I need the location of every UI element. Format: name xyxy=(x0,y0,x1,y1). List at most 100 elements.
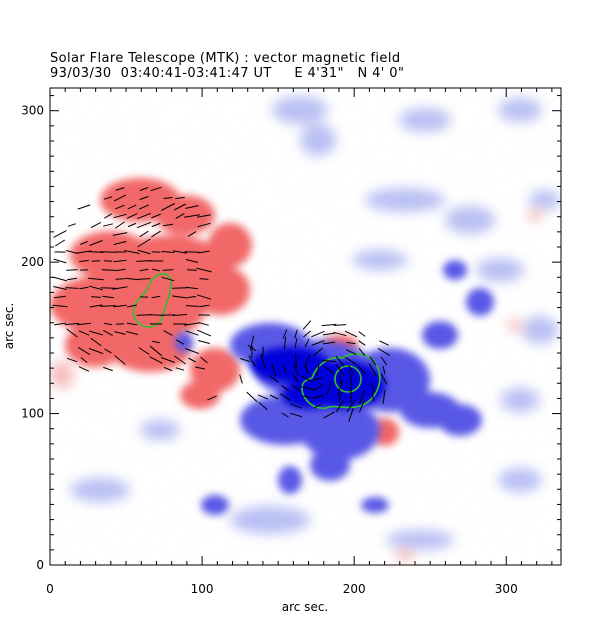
contour-negative-outer xyxy=(301,353,381,409)
field-vector xyxy=(127,222,137,228)
field-vector xyxy=(239,374,243,384)
field-vector xyxy=(66,328,78,338)
field-vector xyxy=(148,314,164,316)
field-vector xyxy=(335,355,345,367)
field-vector xyxy=(103,366,113,372)
field-vector xyxy=(53,286,67,290)
field-vector xyxy=(139,187,149,191)
field-vector xyxy=(196,294,212,300)
field-vector xyxy=(124,250,140,254)
x-tick-label: 0 xyxy=(46,582,54,596)
field-vector xyxy=(89,240,103,246)
field-vector xyxy=(305,365,309,375)
field-vector xyxy=(104,348,112,354)
field-vector xyxy=(185,286,199,290)
field-vector xyxy=(323,411,335,419)
field-vector xyxy=(185,348,199,354)
x-tick-label: 100 xyxy=(191,582,214,596)
field-vector xyxy=(113,304,127,308)
field-vector xyxy=(302,395,312,399)
field-vector xyxy=(199,278,209,280)
field-vector xyxy=(260,353,266,369)
field-vector xyxy=(282,329,288,339)
field-vector xyxy=(80,241,88,245)
field-vector xyxy=(313,347,323,357)
field-vector xyxy=(67,277,77,281)
field-vector xyxy=(79,286,89,290)
field-vector xyxy=(346,400,356,412)
weak-negative-field xyxy=(70,96,561,550)
field-vector xyxy=(90,221,102,229)
field-vector xyxy=(100,305,116,307)
field-vector xyxy=(172,314,188,316)
field-vector xyxy=(52,304,68,308)
field-vector xyxy=(248,355,256,367)
field-vector xyxy=(283,365,287,375)
field-vector xyxy=(151,268,161,272)
field-vector xyxy=(338,374,342,384)
y-tick-label: 200 xyxy=(21,255,44,269)
field-vector xyxy=(115,187,125,191)
field-vector xyxy=(184,214,200,218)
field-vector xyxy=(139,268,149,272)
field-vector xyxy=(175,212,185,220)
field-vector xyxy=(114,355,126,365)
field-vector xyxy=(246,391,258,403)
field-vector xyxy=(358,399,366,413)
plot-frame: 0 100 200 300 0 100 200 300 xyxy=(21,87,562,596)
field-vector xyxy=(161,251,175,253)
field-vector xyxy=(77,204,91,210)
field-vector xyxy=(78,330,90,336)
field-vector xyxy=(114,331,126,335)
field-vector xyxy=(207,395,217,401)
field-vector xyxy=(349,373,353,385)
field-vector xyxy=(271,363,277,377)
field-vector xyxy=(304,338,310,348)
field-vector xyxy=(77,322,91,326)
field-vector xyxy=(187,231,197,237)
field-vector xyxy=(174,203,186,211)
field-vector xyxy=(161,357,175,363)
field-vector xyxy=(294,338,298,348)
field-vector xyxy=(269,394,279,400)
field-vector xyxy=(359,390,365,404)
field-vector xyxy=(333,331,347,337)
field-vector xyxy=(53,258,67,264)
field-vector xyxy=(200,356,208,364)
observation-info: 93/03/30 03:40:41-03:41:47 UT E 4'31" N … xyxy=(50,66,405,81)
field-vector xyxy=(257,394,269,400)
field-vector xyxy=(137,238,151,248)
field-vector xyxy=(149,356,163,364)
field-vector xyxy=(382,390,386,404)
field-vector xyxy=(64,322,80,326)
field-vector xyxy=(127,204,137,210)
field-vector xyxy=(163,197,173,199)
field-vector xyxy=(197,329,211,337)
field-vector xyxy=(150,186,162,192)
field-vector xyxy=(126,213,138,219)
field-vector xyxy=(103,329,113,337)
field-vector xyxy=(198,340,210,344)
field-vector xyxy=(65,287,79,289)
field-vector xyxy=(163,366,173,372)
field-vector xyxy=(151,230,161,238)
field-vector xyxy=(126,322,138,326)
field-vector xyxy=(52,276,68,282)
field-vector xyxy=(335,364,345,376)
field-vector xyxy=(102,295,114,299)
field-vector xyxy=(370,382,376,394)
field-vector xyxy=(124,277,140,281)
field-vector xyxy=(380,373,388,385)
field-vector xyxy=(346,341,356,345)
field-vector xyxy=(358,340,366,346)
field-vector xyxy=(321,323,337,327)
field-vector xyxy=(125,331,139,335)
field-vector xyxy=(377,347,391,357)
field-vector xyxy=(345,356,357,366)
field-vector xyxy=(127,304,137,308)
field-vector xyxy=(185,259,199,263)
field-vector xyxy=(89,304,103,308)
field-vector xyxy=(322,332,336,336)
field-vector xyxy=(333,324,347,326)
